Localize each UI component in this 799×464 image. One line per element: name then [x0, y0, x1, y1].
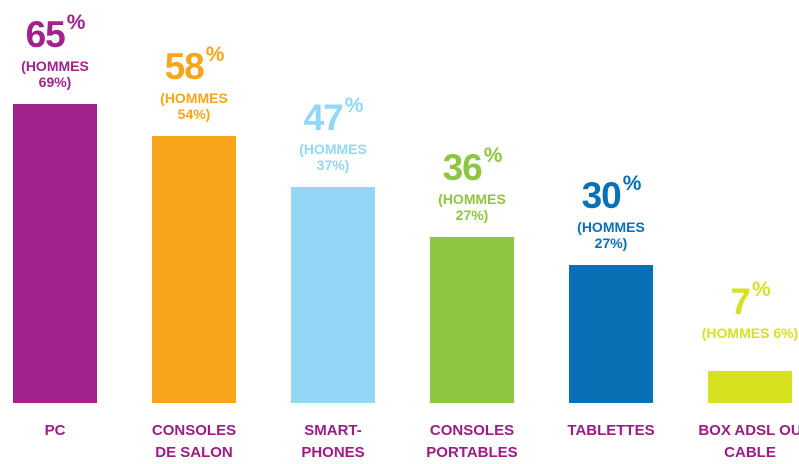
value-label: 47%: [303, 93, 364, 138]
annotation: (HOMMES 69%): [21, 58, 89, 90]
bar: [291, 186, 375, 403]
annotation: (HOMMES 6%): [701, 324, 799, 341]
annotation: (HOMMES 27%): [438, 191, 506, 224]
x-tick-label: TABLETTES: [567, 422, 655, 439]
value-label: 7%: [730, 277, 770, 322]
x-tick-label: CONSOLES PORTABLES: [426, 422, 518, 461]
value-label: 58%: [164, 43, 225, 88]
bar: [569, 265, 653, 403]
value-label: 36%: [442, 144, 503, 189]
annotation: (HOMMES 37%): [299, 140, 367, 173]
x-tick-label: PC: [44, 422, 66, 439]
value-label: 65%: [25, 11, 86, 55]
annotation: (HOMMES 27%): [577, 219, 645, 251]
bar: [13, 104, 97, 403]
x-tick-label: CONSOLES DE SALON: [151, 422, 237, 461]
x-tick-label: SMART-PHONES: [301, 422, 365, 461]
value-label: 30%: [581, 172, 642, 216]
bar: [152, 136, 236, 403]
bar: [430, 237, 514, 403]
x-tick-label: BOX ADSL OU CABLE: [698, 422, 799, 461]
bar: [708, 370, 792, 403]
annotation: (HOMMES 54%): [160, 90, 228, 123]
